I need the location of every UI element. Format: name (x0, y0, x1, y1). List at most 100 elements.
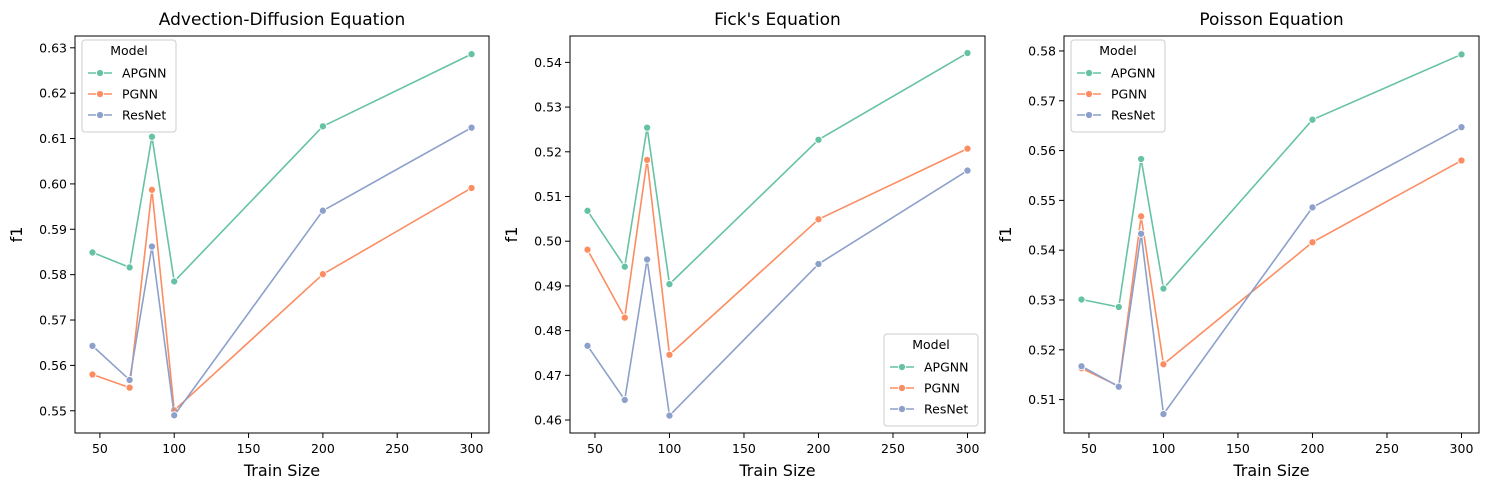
series-line (1081, 53, 1462, 308)
y-axis-label: f1 (502, 227, 521, 243)
series-resnet (1077, 123, 1466, 419)
series-resnet (583, 166, 972, 420)
data-point (665, 350, 674, 359)
chart-title: Advection-Diffusion Equation (159, 10, 405, 30)
chart-title: Fick's Equation (714, 10, 841, 30)
data-point (147, 185, 156, 194)
data-point (1159, 360, 1168, 369)
y-tick-label: 0.48 (534, 323, 562, 338)
series-line (91, 126, 472, 417)
legend-box (883, 333, 979, 427)
x-tick-label: 50 (587, 441, 603, 456)
x-tick-label: 300 (956, 441, 980, 456)
legend-box (81, 39, 177, 133)
data-point (147, 132, 156, 141)
legend-title: Model (912, 337, 950, 352)
data-point (814, 135, 823, 144)
data-point (467, 123, 476, 132)
y-tick-label: 0.54 (1028, 243, 1056, 258)
data-point (1308, 115, 1317, 124)
data-point (170, 411, 179, 420)
data-point (583, 206, 592, 215)
x-tick-label: 100 (1152, 441, 1176, 456)
data-point (643, 155, 652, 164)
legend-entry-label: ResNet (122, 108, 166, 123)
legend-swatch-marker (95, 110, 105, 120)
series-line (1081, 126, 1462, 415)
legend-swatch-marker (1084, 68, 1094, 78)
series-line (92, 187, 472, 412)
data-point (1308, 203, 1317, 212)
series-apgnn (583, 48, 972, 289)
data-point (583, 245, 592, 254)
y-tick-label: 0.52 (1028, 342, 1056, 357)
data-point (665, 280, 674, 289)
data-point (170, 277, 179, 286)
legend-entry-label: PGNN (924, 381, 960, 396)
x-tick-label: 200 (1301, 441, 1325, 456)
x-tick-label: 150 (1226, 441, 1250, 456)
y-tick-label: 0.57 (1028, 93, 1056, 108)
x-axis-label: Train Size (243, 461, 320, 480)
y-tick-label: 0.60 (39, 176, 67, 191)
data-point (318, 270, 327, 279)
data-point (125, 263, 134, 272)
chart-panel-1: Advection-Diffusion Equation 50 100 150 200 2… (7, 10, 490, 480)
series-line (92, 53, 472, 283)
y-tick-label: 0.61 (39, 131, 67, 146)
data-point (1457, 50, 1466, 59)
series-line (586, 52, 968, 285)
legend-entry-label: PGNN (122, 87, 158, 102)
data-point (814, 215, 823, 224)
data-point (1159, 284, 1168, 293)
chart-panel-3: Poisson Equation 50 100 150 200 250 300 0.51 0.5… (996, 10, 1480, 480)
data-point (1308, 238, 1317, 247)
x-tick-label: 150 (732, 441, 756, 456)
data-point (467, 183, 476, 193)
data-point (620, 313, 629, 322)
legend-entry-label: ResNet (924, 402, 968, 417)
legend-swatch-marker (95, 89, 105, 99)
series-pgnn (583, 144, 972, 359)
x-tick-label: 300 (1450, 441, 1474, 456)
legend-title: Model (110, 43, 148, 58)
x-tick-label: 250 (385, 441, 409, 456)
data-point (88, 341, 97, 350)
y-tick-label: 0.54 (534, 55, 562, 70)
data-point (620, 395, 629, 404)
data-point (643, 123, 652, 132)
y-axis-label: f1 (7, 227, 26, 243)
data-point (620, 262, 629, 271)
series-apgnn (88, 50, 476, 286)
legend-swatch-marker (95, 68, 105, 78)
data-point (643, 255, 652, 264)
x-tick-label: 200 (311, 441, 335, 456)
x-tick-label: 100 (162, 441, 186, 456)
y-tick-label: 0.62 (39, 86, 67, 101)
data-point (88, 370, 97, 379)
y-tick-label: 0.47 (534, 368, 562, 383)
y-tick-label: 0.58 (1028, 43, 1056, 58)
data-point (125, 375, 134, 384)
x-tick-label: 50 (92, 441, 108, 456)
legend-title: Model (1099, 43, 1137, 58)
x-tick-label: 250 (1375, 441, 1399, 456)
y-tick-label: 0.63 (39, 40, 67, 55)
data-point (665, 411, 674, 420)
data-point (318, 122, 327, 131)
legend-swatch-marker (897, 362, 907, 372)
y-tick-label: 0.55 (39, 403, 67, 418)
data-point (147, 242, 156, 251)
legend-entry-label: APGNN (924, 360, 968, 375)
x-tick-label: 300 (460, 441, 484, 456)
y-tick-label: 0.56 (39, 358, 67, 373)
x-axis-label: Train Size (1232, 461, 1309, 480)
y-tick-label: 0.51 (534, 189, 562, 204)
y-tick-label: 0.59 (39, 222, 67, 237)
legend-swatch-marker (1084, 110, 1094, 120)
data-point (1457, 156, 1466, 165)
y-tick-label: 0.53 (1028, 293, 1056, 308)
legend: Model APGNN PGNN ResNet (883, 333, 979, 427)
y-tick-label: 0.58 (39, 267, 67, 282)
